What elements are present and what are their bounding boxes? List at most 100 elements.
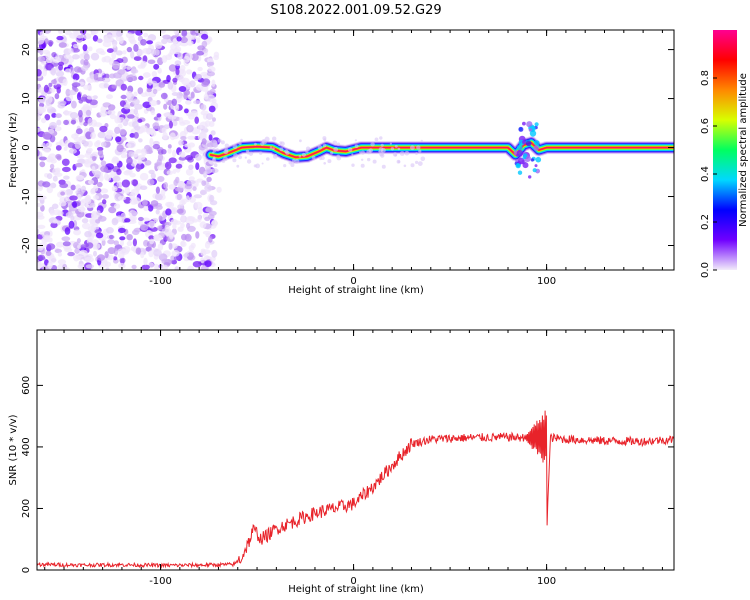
noise-speckle xyxy=(192,261,202,268)
ridge-halo-dot xyxy=(253,164,257,168)
noise-speckle xyxy=(80,198,90,204)
noise-speckle xyxy=(167,114,177,120)
frequency-ridge xyxy=(204,121,674,179)
noise-speckle xyxy=(52,168,59,176)
noise-speckle xyxy=(137,159,143,165)
noise-speckle xyxy=(47,128,55,134)
ridge-halo-dot xyxy=(330,151,334,155)
noise-speckle xyxy=(167,148,172,154)
noise-speckle xyxy=(119,36,124,44)
noise-speckle xyxy=(143,257,148,266)
noise-speckle xyxy=(208,236,213,243)
noise-speckle xyxy=(140,251,145,259)
noise-speckle xyxy=(115,50,123,56)
noise-speckle xyxy=(172,223,177,230)
noise-speckle xyxy=(90,52,100,61)
ridge-disturbance xyxy=(523,153,528,158)
noise-speckle xyxy=(105,34,114,42)
noise-speckle xyxy=(89,99,98,106)
noise-speckle xyxy=(75,33,85,39)
noise-speckle xyxy=(152,88,158,95)
noise-speckle xyxy=(161,30,166,34)
noise-speckle xyxy=(99,125,108,133)
noise-speckle xyxy=(195,162,200,171)
noise-speckle xyxy=(93,243,101,250)
noise-speckle xyxy=(170,255,175,261)
noise-speckle xyxy=(147,204,154,212)
noise-speckle xyxy=(164,161,172,170)
noise-speckle xyxy=(49,209,55,216)
noise-speckle xyxy=(175,163,183,169)
noise-speckle xyxy=(205,206,213,213)
noise-speckle xyxy=(48,255,57,264)
ridge-halo-dot xyxy=(274,154,278,157)
noise-speckle xyxy=(116,30,122,37)
noise-speckle xyxy=(95,232,104,239)
noise-speckle xyxy=(197,206,203,215)
noise-speckle xyxy=(143,32,149,38)
noise-speckle xyxy=(55,113,62,119)
noise-speckle xyxy=(149,137,154,146)
noise-speckle xyxy=(135,247,142,255)
noise-speckle xyxy=(115,136,122,143)
ridge-disturbance xyxy=(517,170,523,175)
noise-speckle xyxy=(139,172,149,181)
noise-speckle xyxy=(172,169,177,174)
noise-speckle xyxy=(45,99,51,106)
ridge-halo-dot xyxy=(260,141,265,146)
noise-speckle xyxy=(128,210,138,218)
noise-speckle xyxy=(124,218,131,223)
noise-speckle xyxy=(204,184,213,192)
noise-speckle xyxy=(130,246,136,252)
noise-speckle xyxy=(187,265,195,270)
noise-speckle xyxy=(186,40,194,46)
ridge-halo-dot xyxy=(415,152,418,155)
noise-speckle xyxy=(114,115,121,124)
noise-speckle xyxy=(125,143,132,149)
noise-speckle xyxy=(147,59,156,65)
ridge-disturbance xyxy=(516,163,520,168)
ridge-halo-dot xyxy=(213,148,217,153)
noise-speckle xyxy=(168,120,173,129)
noise-speckle xyxy=(148,220,156,229)
noise-speckle xyxy=(204,260,212,268)
noise-speckle xyxy=(146,88,152,93)
noise-speckle xyxy=(128,151,135,157)
noise-speckle xyxy=(174,266,180,270)
colorbar-gradient xyxy=(713,30,737,270)
snr-line-series xyxy=(37,410,674,569)
ridge-halo-dot xyxy=(216,148,219,152)
noise-speckle xyxy=(157,67,162,74)
noise-speckle xyxy=(120,153,127,159)
noise-speckle xyxy=(211,219,218,226)
noise-speckle xyxy=(207,214,215,220)
noise-speckle xyxy=(152,122,160,129)
ridge-halo-dot xyxy=(397,160,401,163)
noise-speckle xyxy=(161,127,167,134)
noise-speckle xyxy=(184,108,189,114)
spectrogram-x-label: Height of straight line (km) xyxy=(288,285,424,296)
ridge-halo-dot xyxy=(288,161,292,165)
ridge-halo-dot xyxy=(368,148,373,153)
noise-speckle xyxy=(175,193,184,201)
ridge-halo-dot xyxy=(374,137,379,142)
noise-speckle xyxy=(96,210,101,216)
noise-speckle xyxy=(131,264,137,270)
ridge-halo-dot xyxy=(336,142,341,146)
noise-speckle xyxy=(85,109,92,116)
noise-speckle xyxy=(133,108,138,115)
noise-speckle xyxy=(126,65,132,70)
noise-speckle xyxy=(178,86,187,92)
noise-speckle xyxy=(128,35,136,43)
noise-speckle xyxy=(106,129,114,136)
noise-speckle xyxy=(197,66,203,72)
noise-speckle xyxy=(133,43,139,52)
ridge-halo-dot xyxy=(390,147,395,151)
ridge-halo-dot xyxy=(233,153,238,159)
ridge-halo-dot xyxy=(416,145,421,150)
ridge-halo-dot xyxy=(279,141,283,145)
noise-speckle xyxy=(93,170,101,178)
noise-speckle xyxy=(180,222,185,229)
ridge-halo-dot xyxy=(278,144,281,147)
noise-speckle xyxy=(180,241,187,248)
